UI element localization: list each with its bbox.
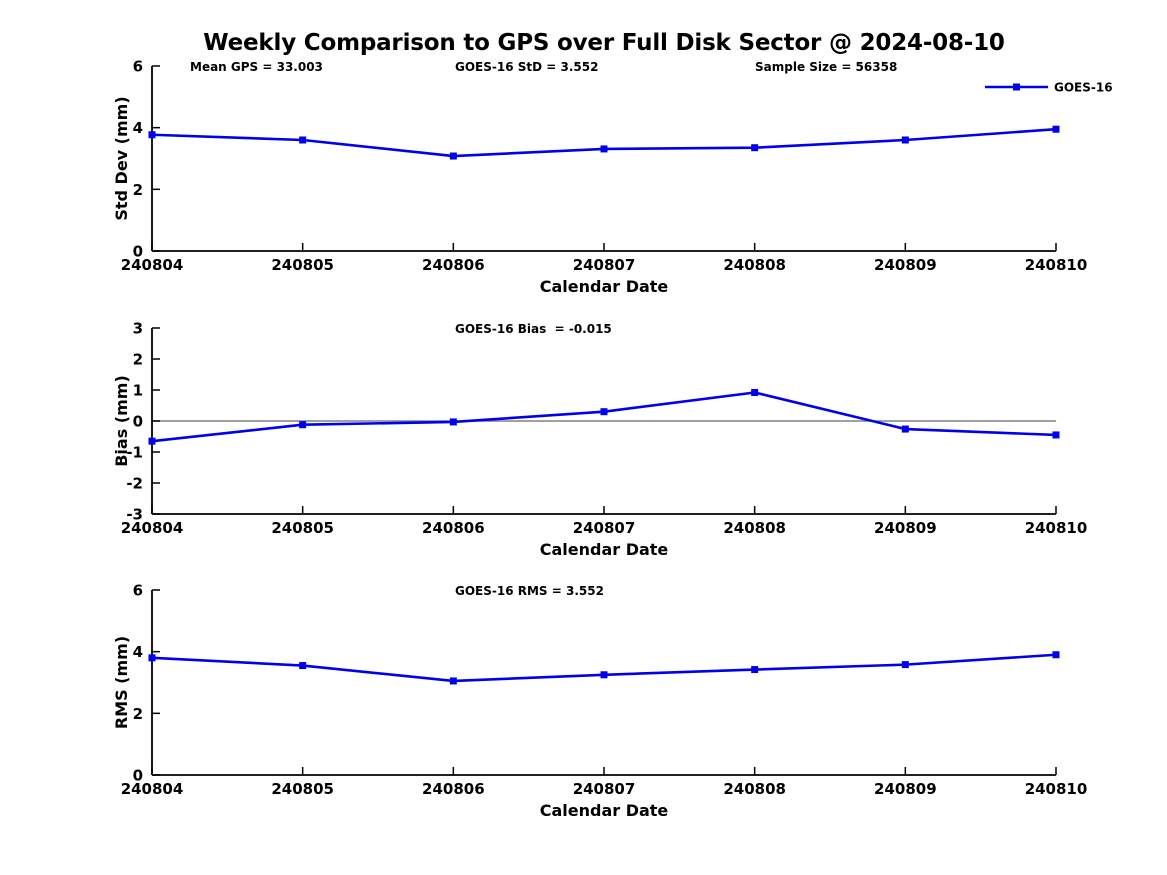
- y-tick-label: 2: [133, 351, 143, 369]
- x-tick-label: 240810: [1025, 780, 1088, 798]
- chart-title: Weekly Comparison to GPS over Full Disk …: [203, 30, 1005, 56]
- x-tick-label: 240807: [573, 519, 636, 537]
- x-tick-label: 240807: [573, 780, 636, 798]
- data-point-marker: [751, 388, 759, 396]
- data-point-marker: [600, 671, 608, 679]
- y-axis-label: Bias (mm): [112, 375, 131, 467]
- data-point-marker: [901, 661, 909, 669]
- data-point-marker: [1052, 651, 1060, 659]
- y-tick-label: 0: [133, 243, 143, 261]
- y-tick-label: 6: [133, 582, 143, 600]
- y-axis-label: RMS (mm): [112, 636, 131, 729]
- x-tick-label: 240807: [573, 256, 636, 274]
- x-tick-label: 240805: [271, 256, 334, 274]
- annotation: GOES-16 StD = 3.552: [455, 60, 598, 74]
- x-tick-label: 240806: [422, 780, 485, 798]
- subplot-std-dev-mm: 0 2 4 6 240804 240805 240806 240807 240808 240809…: [112, 58, 1113, 297]
- annotation: GOES-16 Bias = -0.015: [455, 322, 612, 336]
- y-tick-label: 4: [133, 643, 143, 661]
- y-tick-label: -2: [126, 475, 143, 493]
- data-point-marker: [751, 666, 759, 674]
- y-tick-label: 3: [133, 320, 143, 338]
- x-tick-label: 240809: [874, 256, 937, 274]
- legend-label: GOES-16: [1054, 81, 1113, 95]
- x-tick-label: 240808: [723, 256, 786, 274]
- x-axis-label: Calendar Date: [540, 801, 669, 820]
- data-point-marker: [600, 408, 608, 416]
- data-point-marker: [148, 131, 156, 139]
- x-axis-label: Calendar Date: [540, 277, 669, 296]
- x-tick-label: 240805: [271, 519, 334, 537]
- x-tick-label: 240808: [723, 780, 786, 798]
- y-tick-label: 4: [133, 119, 143, 137]
- x-axis-label: Calendar Date: [540, 540, 669, 559]
- y-tick-label: 1: [133, 382, 143, 400]
- data-point-marker: [1052, 125, 1060, 133]
- x-tick-label: 240806: [422, 256, 485, 274]
- series-line-bias-mm: [151, 391, 1057, 443]
- x-tick-label: 240804: [121, 519, 184, 537]
- x-tick-label: 240804: [121, 780, 184, 798]
- y-tick-label: 0: [133, 413, 143, 431]
- data-point-marker: [600, 145, 608, 153]
- x-tick-label: 240809: [874, 519, 937, 537]
- y-tick-label: -1: [126, 444, 143, 462]
- data-point-marker: [299, 662, 307, 670]
- data-point-marker: [901, 425, 909, 433]
- x-tick-label: 240810: [1025, 519, 1088, 537]
- y-tick-label: 2: [133, 705, 143, 723]
- x-tick-label: 240805: [271, 780, 334, 798]
- x-tick-label: 240808: [723, 519, 786, 537]
- x-tick-label: 240806: [422, 519, 485, 537]
- data-point-marker: [148, 437, 156, 445]
- y-tick-label: 6: [133, 58, 143, 76]
- y-axis-label: Std Dev (mm): [112, 96, 131, 220]
- data-point-marker: [901, 136, 909, 144]
- x-tick-label: 240809: [874, 780, 937, 798]
- data-point-marker: [751, 144, 759, 152]
- data-point-marker: [449, 677, 457, 685]
- x-tick-label: 240804: [121, 256, 184, 274]
- annotation: Mean GPS = 33.003: [190, 60, 323, 74]
- y-tick-label: 2: [133, 181, 143, 199]
- legend: GOES-16: [985, 81, 1113, 95]
- y-tick-label: -3: [126, 506, 143, 524]
- y-tick-label: 0: [133, 767, 143, 785]
- legend-marker: [1013, 83, 1020, 91]
- data-point-marker: [449, 418, 457, 426]
- subplot-rms-mm: 0 2 4 6 240804 240805 240806 240807 240808 240809…: [112, 582, 1087, 821]
- data-point-marker: [1052, 431, 1060, 439]
- data-point-marker: [299, 421, 307, 429]
- data-point-marker: [449, 152, 457, 160]
- subplot-bias-mm: -3 -2 -1 0 1 2 3 240804 240805 240806 240807 240808…: [112, 320, 1087, 560]
- annotation: Sample Size = 56358: [755, 60, 897, 74]
- x-tick-label: 240810: [1025, 256, 1088, 274]
- annotation: GOES-16 RMS = 3.552: [455, 584, 604, 598]
- data-point-marker: [299, 136, 307, 144]
- data-point-marker: [148, 654, 156, 662]
